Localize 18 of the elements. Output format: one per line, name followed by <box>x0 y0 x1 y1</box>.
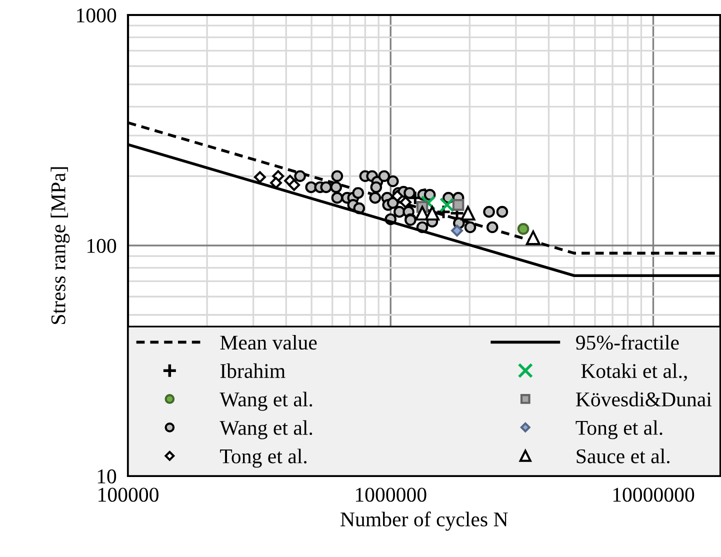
legend-label: Wang et al. <box>220 420 312 440</box>
legend-label: Kövesdi&Dunai <box>576 392 712 406</box>
legend-label: Tong et al. <box>576 420 662 440</box>
y-tick-label: 10 <box>98 469 116 484</box>
y-tick-label: 1000 <box>77 8 116 22</box>
legend-label: Kotaki et al., <box>581 363 687 382</box>
legend-label: Mean value <box>220 335 317 350</box>
legend-label: Ibrahim <box>220 363 286 378</box>
legend-label: Sauce et al. <box>576 448 670 464</box>
legend-label: Wang et al. <box>220 392 312 411</box>
legend-label: 95%-fractile <box>576 334 679 350</box>
x-axis-title: Number of cycles N <box>340 512 508 531</box>
x-tick-label: 10000000 <box>613 488 694 502</box>
x-tick-label: 1000000 <box>356 488 426 502</box>
y-tick-label: 100 <box>87 238 116 253</box>
legend-label: Tong et al. <box>220 448 307 468</box>
x-tick-label: 100000 <box>98 488 158 502</box>
y-axis-title: Stress range [MPa] <box>50 167 70 324</box>
